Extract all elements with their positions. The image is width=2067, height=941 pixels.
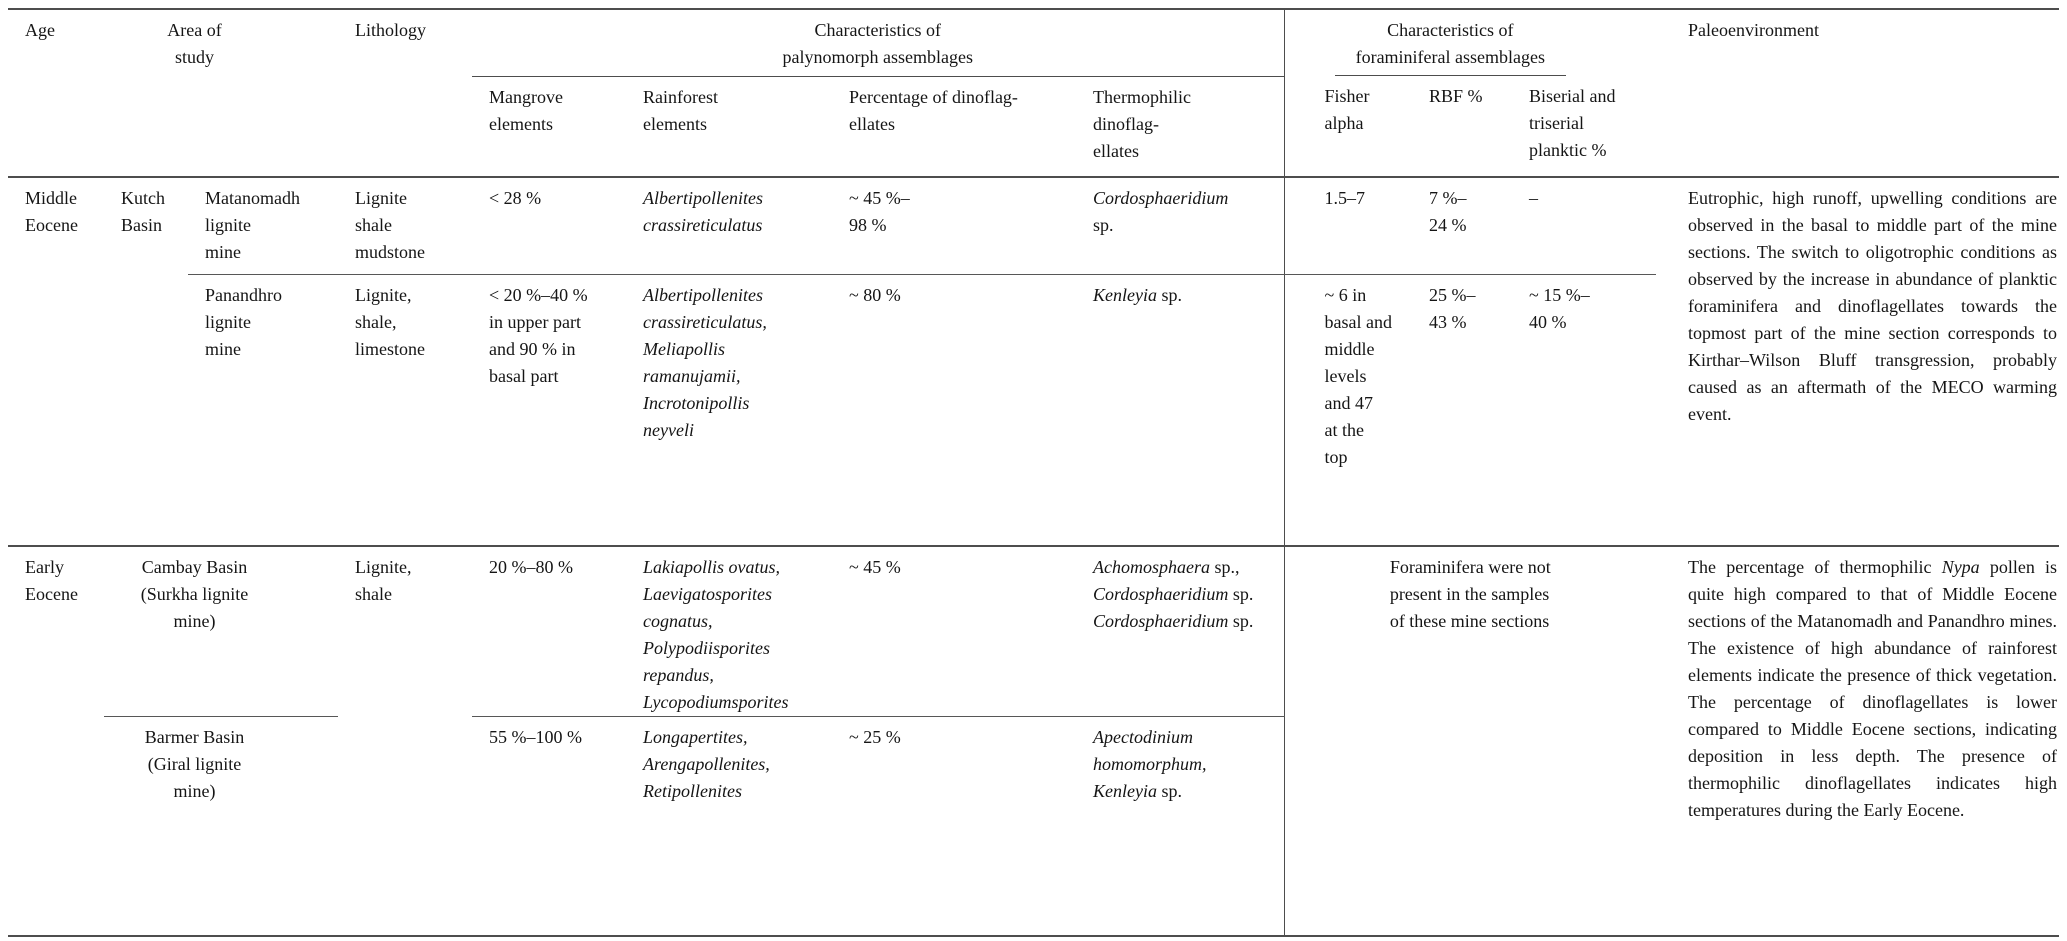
header-paleoenvironment: Paleoenvironment [1688,20,1820,40]
row-panandhro: Panandhro lignite mine Lignite, shale, l… [8,274,2059,546]
subheader-percentage-dinoflagellates: Percentage of dinoflag- ellates [849,86,1018,134]
row-matanomadh: Middle Eocene Kutch Basin Matanomadh lig… [8,176,2060,546]
cell-cambay-area: Cambay Basin (Surkha lignite mine) [104,545,338,717]
cell-panandhro-thermophilic: Kenleyia sp. [1093,284,1182,305]
subheader-rainforest-elements: Rainforest elements [643,86,718,134]
subheader-mangrove-elements: Mangrove elements [489,86,563,134]
table-header: Age Area of study Lithology Characterist… [8,9,2059,177]
cell-foraminifera-note: Foraminifera were not present in the sam… [1283,545,1657,936]
cell-cambay-mangrove: 20 %–80 % [472,545,626,717]
header-age: Age [25,20,55,40]
cell-panandhro-lithology: Lignite, shale, limestone [355,284,425,359]
subheader-rbf-percent: RBF % [1429,86,1483,106]
cell-matanomadh-rainforest: Albertipollenites crassireticulatus [626,176,832,275]
cell-matanomadh-lithology: Lignite shale mudstone [338,176,472,275]
cell-matanomadh-mangrove: < 28 % [472,176,626,275]
cell-barmer-pct-dinoflagellates: ~ 25 % [849,727,901,747]
cell-barmer-rainforest: Longapertites, Arengapollenites, Retipol… [643,727,770,801]
cell-matanomadh-rbf: 7 %– 24 % [1412,176,1505,275]
cell-panandhro-fisher-alpha: ~ 6 in basal and middle levels and 47 at… [1283,274,1413,546]
cell-early-eocene-paleoenvironment: The percentage of thermophilic Nypa poll… [1656,545,2060,936]
cell-panandhro-rbf: 25 %– 43 % [1429,284,1476,332]
cell-middle-eocene-paleoenvironment: Eutrophic, high runoff, upwelling condit… [1656,176,2060,546]
cell-cambay-pct-dinoflagellates: ~ 45 % [832,545,1076,717]
subheader-thermophilic-dinoflagellates: Thermophilic dinoflag- ellates [1093,86,1191,161]
cell-cambay-thermophilic: Achomosphaera sp., Cordosphaeridium sp. … [1076,545,1285,717]
subheader-fisher-alpha: Fisher alpha [1283,76,1413,177]
row-cambay: Early Eocene Cambay Basin (Surkha lignit… [8,545,2060,936]
header-area-of-study: Area of study [167,20,222,67]
cell-kutch-basin: Kutch Basin [104,176,188,546]
cell-barmer-mangrove: 55 %–100 % [489,727,582,747]
cell-cambay-rainforest: Lakiapollis ovatus, Laevigatosporites co… [626,545,832,717]
cell-matanomadh-mine: Matanomadh lignite mine [188,176,338,275]
foraminifera-note-text: Foraminifera were not present in the sam… [1389,557,1551,631]
cell-panandhro-mangrove: < 20 %–40 % in upper part and 90 % in ba… [489,284,588,386]
eocene-assemblages-table: Age Area of study Lithology Characterist… [8,8,2060,937]
cell-middle-eocene-age: Middle Eocene [8,176,104,546]
table-body: Middle Eocene Kutch Basin Matanomadh lig… [8,176,2060,936]
header-lithology: Lithology [355,20,426,40]
cell-matanomadh-fisher-alpha: 1.5–7 [1283,176,1413,275]
cell-matanomadh-biserial: – [1504,176,1657,275]
header-sub-row: Mangrove elements Rainforest elements Pe… [8,76,2059,177]
cell-panandhro-rainforest: Albertipollenites crassireticulatus, Mel… [643,284,767,440]
foraminiferal-group-underline: Characteristics of foraminiferal assembl… [1334,17,1567,76]
cell-early-eocene-age: Early Eocene [8,545,104,936]
cell-panandhro-mine: Panandhro lignite mine [205,284,282,359]
cell-panandhro-pct-dinoflagellates: ~ 80 % [849,284,901,305]
row-barmer: Barmer Basin (Giral lignite mine) 55 %–1… [8,717,2059,936]
cell-barmer-thermophilic: Apectodinium homomorphum, Kenleyia sp. [1093,727,1207,801]
subheader-biserial-planktic: Biserial and triserial planktic % [1529,86,1616,160]
cell-matanomadh-thermophilic: Cordosphaeridium sp. [1076,176,1285,275]
header-palynomorph-group: Characteristics of palynomorph assemblag… [472,9,1285,77]
header-foraminiferal-group: Characteristics of foraminiferal assembl… [1283,9,1657,76]
cell-cambay-lithology: Lignite, shale [338,545,472,936]
cell-barmer-area: Barmer Basin (Giral lignite mine) [144,727,245,801]
header-group-row: Age Area of study Lithology Characterist… [8,9,2059,77]
cell-matanomadh-pct-dinoflagellates: ~ 45 %– 98 % [832,176,1076,275]
cell-panandhro-biserial: ~ 15 %– 40 % [1529,284,1590,332]
